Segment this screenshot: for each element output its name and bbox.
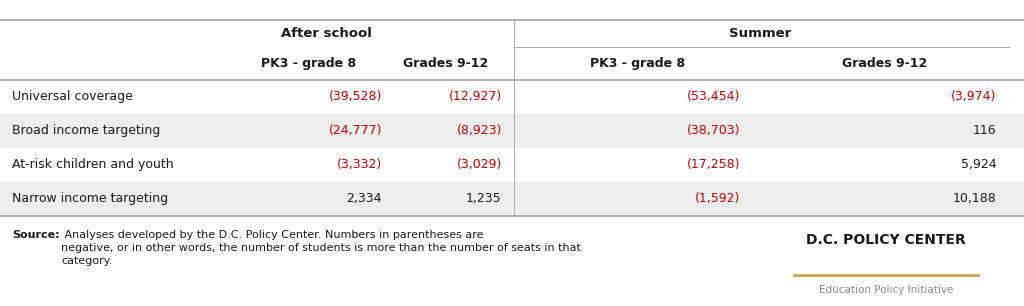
Text: Summer: Summer (729, 27, 791, 40)
Bar (0, 216, 1024, 306)
Text: (12,927): (12,927) (449, 90, 502, 103)
Text: (24,777): (24,777) (329, 124, 382, 137)
Bar (0, 148, 1024, 182)
Text: Universal coverage: Universal coverage (12, 90, 133, 103)
Text: Broad income targeting: Broad income targeting (12, 124, 161, 137)
Text: PK3 - grade 8: PK3 - grade 8 (590, 57, 685, 70)
Text: (1,592): (1,592) (695, 192, 740, 205)
Bar (0, 114, 1024, 148)
Text: (8,923): (8,923) (457, 124, 502, 137)
Text: After school: After school (282, 27, 372, 40)
Text: 1,235: 1,235 (466, 192, 502, 205)
Bar (0, 80, 1024, 114)
Text: 10,188: 10,188 (952, 192, 996, 205)
Text: (3,332): (3,332) (337, 158, 382, 171)
Text: D.C. POLICY CENTER: D.C. POLICY CENTER (806, 233, 966, 247)
Text: 5,924: 5,924 (961, 158, 996, 171)
Text: 116: 116 (973, 124, 996, 137)
Text: (38,703): (38,703) (687, 124, 740, 137)
Text: PK3 - grade 8: PK3 - grade 8 (261, 57, 356, 70)
Text: 2,334: 2,334 (346, 192, 382, 205)
Text: (3,029): (3,029) (457, 158, 502, 171)
Text: (17,258): (17,258) (687, 158, 740, 171)
Text: Narrow income targeting: Narrow income targeting (12, 192, 168, 205)
Text: Source:: Source: (12, 230, 60, 240)
Bar (0, 20, 1024, 80)
Text: Education Policy Initiative: Education Policy Initiative (818, 285, 953, 295)
Text: Analyses developed by the D.C. Policy Center. Numbers in parentheses are
negativ: Analyses developed by the D.C. Policy Ce… (61, 230, 582, 266)
Bar (0, 182, 1024, 216)
Text: Grades 9-12: Grades 9-12 (843, 57, 928, 70)
Text: (39,528): (39,528) (329, 90, 382, 103)
Text: At-risk children and youth: At-risk children and youth (12, 158, 174, 171)
Text: (53,454): (53,454) (687, 90, 740, 103)
Text: (3,974): (3,974) (951, 90, 996, 103)
Text: Grades 9-12: Grades 9-12 (403, 57, 488, 70)
